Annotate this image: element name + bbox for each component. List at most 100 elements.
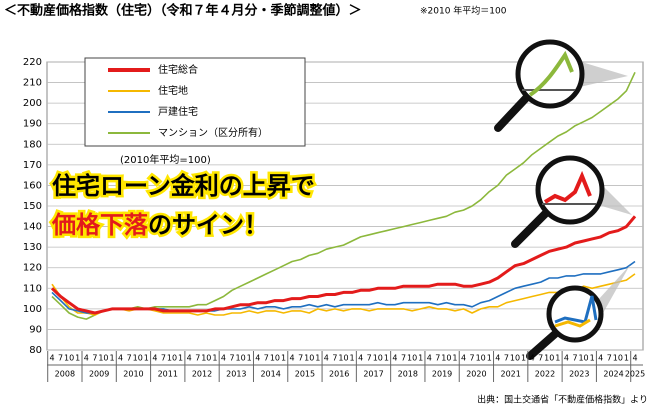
year-label: 2024: [603, 370, 623, 379]
x-tick-label: 4: [221, 354, 226, 363]
legend-label: 戸建住宅: [158, 105, 198, 118]
year-label: 2008: [55, 370, 75, 379]
x-tick-label: 1: [452, 354, 457, 363]
x-tick-label: 10: [441, 354, 451, 363]
y-tick-label: 150: [23, 201, 42, 212]
y-tick-label: 200: [23, 98, 42, 109]
x-tick-label: 10: [613, 354, 623, 363]
x-tick-label: 4: [290, 354, 295, 363]
x-tick-label: 1: [418, 354, 423, 363]
x-tick-label: 1: [178, 354, 183, 363]
x-tick-label: 4: [392, 354, 397, 363]
x-tick-label: 1: [281, 354, 286, 363]
x-tick-label: 4: [461, 354, 466, 363]
subtitle: (2010年平均=100): [120, 153, 211, 166]
x-tick-label: 4: [152, 354, 157, 363]
x-tick-label: 10: [98, 354, 108, 363]
legend-label: 住宅地: [158, 84, 188, 97]
x-tick-label: 4: [632, 354, 637, 363]
x-tick-label: 1: [109, 354, 114, 363]
x-tick-label: 7: [264, 354, 269, 363]
y-tick-label: 180: [23, 139, 42, 150]
x-tick-label: 1: [315, 354, 320, 363]
x-tick-label: 1: [384, 354, 389, 363]
x-tick-label: 10: [201, 354, 211, 363]
x-tick-label: 1: [212, 354, 217, 363]
year-label: 2019: [432, 370, 452, 379]
x-tick-label: 10: [304, 354, 314, 363]
x-tick-label: 1: [75, 354, 80, 363]
x-tick-label: 10: [338, 354, 348, 363]
x-tick-label: 1: [144, 354, 149, 363]
x-tick-label: 7: [298, 354, 303, 363]
x-tick-label: 7: [435, 354, 440, 363]
x-tick-label: 10: [510, 354, 520, 363]
legend-box: [84, 57, 306, 147]
year-label: 2009: [89, 370, 109, 379]
x-tick-label: 7: [504, 354, 509, 363]
y-tick-label: 140: [23, 222, 42, 233]
x-tick-label: 7: [58, 354, 63, 363]
y-tick-label: 110: [23, 283, 42, 294]
x-tick-label: 1: [624, 354, 629, 363]
chart-title: ＜不動産価格指数（住宅）（令和７年４月分・季節調整値）＞: [4, 3, 362, 19]
x-tick-label: 7: [127, 354, 132, 363]
x-tick-label: 7: [161, 354, 166, 363]
headline: 価格下落のサイン！: [51, 211, 268, 239]
year-label: 2025: [625, 370, 645, 379]
y-tick-label: 120: [23, 263, 42, 274]
x-tick-label: 10: [578, 354, 588, 363]
magnifier: [494, 39, 632, 360]
y-tick-label: 90: [29, 324, 42, 335]
x-tick-label: 4: [564, 354, 569, 363]
legend-label: マンション（区分所有）: [158, 126, 268, 139]
x-tick-label: 10: [236, 354, 246, 363]
legend-label: 住宅総合: [158, 63, 198, 76]
y-tick-label: 190: [23, 119, 42, 130]
y-tick-label: 170: [23, 160, 42, 171]
x-tick-label: 10: [373, 354, 383, 363]
x-tick-label: 7: [92, 354, 97, 363]
x-tick-label: 4: [84, 354, 89, 363]
x-tick-label: 7: [607, 354, 612, 363]
year-label: 2017: [363, 370, 383, 379]
headline-red: 価格下落: [51, 211, 149, 239]
source: 出典：国土交通省「不動産価格指数」より: [477, 394, 648, 406]
year-label: 2012: [192, 370, 212, 379]
x-tick-label: 1: [555, 354, 560, 363]
year-label: 2010: [123, 370, 143, 379]
x-tick-label: 1: [247, 354, 252, 363]
x-tick-label: 7: [332, 354, 337, 363]
x-tick-label: 4: [530, 354, 535, 363]
x-tick-label: 1: [487, 354, 492, 363]
x-tick-label: 7: [470, 354, 475, 363]
x-tick-label: 7: [367, 354, 372, 363]
x-tick-label: 10: [476, 354, 486, 363]
x-tick-label: 4: [255, 354, 260, 363]
x-tick-label: 4: [324, 354, 329, 363]
x-tick-label: 1: [521, 354, 526, 363]
x-tick-label: 10: [270, 354, 280, 363]
year-label: 2023: [569, 370, 589, 379]
x-tick-label: 7: [229, 354, 234, 363]
year-label: 2022: [535, 370, 555, 379]
x-tick-label: 10: [64, 354, 74, 363]
headline: 住宅ローン金利の上昇で: [52, 172, 315, 200]
x-tick-label: 4: [187, 354, 192, 363]
y-tick-label: 160: [23, 180, 42, 191]
x-tick-label: 4: [598, 354, 603, 363]
year-label: 2020: [466, 370, 486, 379]
x-tick-label: 4: [118, 354, 123, 363]
x-tick-label: 7: [401, 354, 406, 363]
x-tick-label: 7: [538, 354, 543, 363]
y-tick-label: 130: [23, 242, 42, 253]
x-tick-label: 4: [427, 354, 432, 363]
x-tick-label: 10: [544, 354, 554, 363]
year-label: 2018: [398, 370, 418, 379]
x-tick-label: 4: [495, 354, 500, 363]
year-label: 2015: [295, 370, 315, 379]
chart-note: ※2010 年平均＝100: [420, 5, 507, 17]
x-tick-label: 1: [350, 354, 355, 363]
x-tick-label: 1: [590, 354, 595, 363]
